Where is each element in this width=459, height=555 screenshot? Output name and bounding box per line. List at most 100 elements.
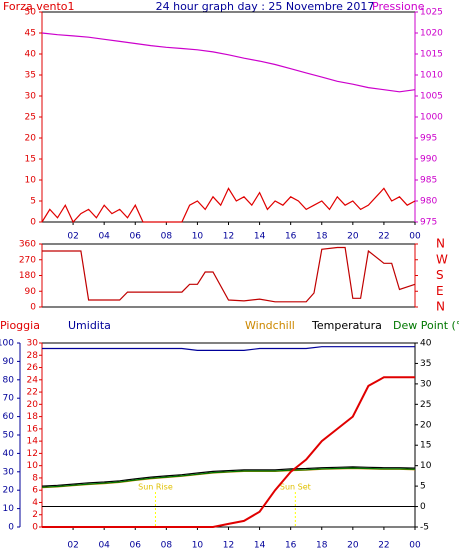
y2-tick-label: 30	[420, 379, 432, 389]
y-tick-label: 0	[30, 218, 36, 228]
x-tick-label: 06	[130, 541, 142, 551]
x-tick-label: 14	[254, 541, 266, 551]
y3-tick-label: 100	[0, 339, 14, 349]
y2-tick-label: 1015	[420, 50, 443, 60]
x-tick-label: 08	[161, 541, 173, 551]
y-tick-label: 5	[30, 197, 36, 207]
plot-frame	[41, 243, 416, 308]
series-line	[41, 467, 416, 488]
y-axis-label: Forza vento1	[3, 0, 75, 13]
y-tick-label: 25	[25, 113, 36, 123]
y-tick-label: 6	[32, 486, 38, 496]
plot-frame	[41, 11, 416, 223]
y-tick-label: 15	[25, 155, 36, 165]
y2-axis-label: Pressione	[372, 0, 425, 13]
y-tick-label: 2	[32, 510, 38, 520]
legend-entry: Umidita	[68, 319, 111, 332]
series-line	[41, 187, 416, 224]
x-tick-label: 10	[192, 232, 204, 242]
y2-tick-label: 10	[420, 461, 432, 471]
legend-entry: Temperatura	[311, 319, 382, 332]
y2-tick-label: 15	[420, 441, 431, 451]
y-tick-label: 16	[27, 424, 39, 434]
y-tick-label: 12	[27, 449, 38, 459]
y2-tick-label: 35	[420, 359, 431, 369]
x-tick-label: 12	[223, 232, 234, 242]
y-tick-label: 26	[27, 363, 39, 373]
y2-tick-label: W	[436, 252, 448, 266]
plot-frame	[41, 342, 416, 528]
y-tick-label: 14	[27, 437, 39, 447]
y-tick-label: 45	[25, 29, 36, 39]
y2-tick-label: 990	[420, 155, 437, 165]
y2-tick-label: S	[436, 268, 444, 282]
y-tick-label: 22	[27, 388, 38, 398]
y2-tick-label: 25	[420, 400, 431, 410]
y-tick-label: 180	[19, 271, 36, 281]
series-line	[42, 346, 415, 351]
legend-entry: Dew Point (°C	[393, 319, 459, 332]
legend-entry: Windchill	[245, 319, 295, 332]
y-tick-label: 20	[25, 134, 37, 144]
y3-tick-label: 40	[3, 449, 15, 459]
x-tick-label: 00	[409, 541, 421, 551]
series-line	[41, 466, 416, 487]
y-tick-label: 40	[25, 50, 37, 60]
y-tick-label: 90	[25, 287, 37, 297]
y2-tick-label: 980	[420, 197, 437, 207]
x-tick-label: 02	[67, 232, 78, 242]
y-tick-label: 4	[32, 498, 38, 508]
x-tick-label: 04	[98, 541, 110, 551]
y-tick-label: 0	[30, 303, 36, 313]
y3-tick-label: 20	[3, 486, 15, 496]
y2-tick-label: 5	[420, 482, 426, 492]
y2-tick-label: E	[436, 284, 444, 298]
y3-tick-label: 80	[3, 375, 15, 385]
x-tick-label: 12	[223, 541, 234, 551]
y2-tick-label: 1010	[420, 71, 443, 81]
y-tick-label: 35	[25, 71, 36, 81]
x-tick-label: 06	[130, 232, 142, 242]
y-tick-label: 20	[27, 400, 39, 410]
y2-tick-label: 985	[420, 176, 437, 186]
x-tick-label: 00	[409, 232, 421, 242]
y2-tick-label: 0	[420, 502, 426, 512]
y-tick-label: 270	[19, 255, 36, 265]
y3-tick-label: 0	[8, 523, 14, 533]
y2-tick-label: 1020	[420, 29, 443, 39]
x-tick-label: 20	[347, 541, 359, 551]
y2-tick-label: N	[436, 237, 445, 251]
y2-tick-label: -5	[420, 523, 429, 533]
y3-tick-label: 10	[3, 504, 15, 514]
y2-tick-label: 20	[420, 420, 432, 430]
y2-tick-label: 995	[420, 134, 437, 144]
y-tick-label: 360	[19, 240, 36, 250]
x-tick-label: 02	[67, 541, 78, 551]
x-tick-label: 22	[378, 232, 389, 242]
y2-tick-label: 1025	[420, 8, 443, 18]
y-tick-label: 28	[27, 351, 39, 361]
y2-tick-label: 40	[420, 339, 432, 349]
x-tick-label: 10	[192, 541, 204, 551]
y-tick-label: 0	[32, 523, 38, 533]
y2-tick-label: 1005	[420, 92, 443, 102]
y3-tick-label: 50	[3, 431, 15, 441]
y2-tick-label: 975	[420, 218, 437, 228]
y3-tick-label: 30	[3, 467, 15, 477]
x-tick-label: 22	[378, 541, 389, 551]
x-tick-label: 16	[285, 541, 297, 551]
x-tick-label: 20	[347, 232, 359, 242]
x-tick-label: 14	[254, 232, 266, 242]
legend-entry: Pioggia	[0, 319, 40, 332]
annotation: Sun Rise	[138, 483, 173, 492]
x-tick-label: 04	[98, 232, 110, 242]
y2-tick-label: N	[436, 300, 445, 314]
y-tick-label: 18	[27, 412, 39, 422]
x-tick-label: 16	[285, 232, 297, 242]
y3-tick-label: 60	[3, 412, 15, 422]
y-tick-label: 8	[32, 473, 38, 483]
y-tick-label: 50	[25, 8, 37, 18]
y-tick-label: 10	[27, 461, 39, 471]
series-line	[41, 32, 416, 93]
